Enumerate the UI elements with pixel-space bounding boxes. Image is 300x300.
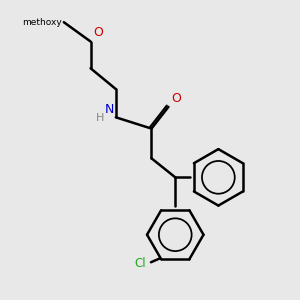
Text: N: N <box>105 103 114 116</box>
Text: H: H <box>96 113 104 123</box>
Text: O: O <box>93 26 103 39</box>
Text: Cl: Cl <box>134 257 146 270</box>
Text: O: O <box>171 92 181 105</box>
Text: methoxy: methoxy <box>22 18 62 27</box>
